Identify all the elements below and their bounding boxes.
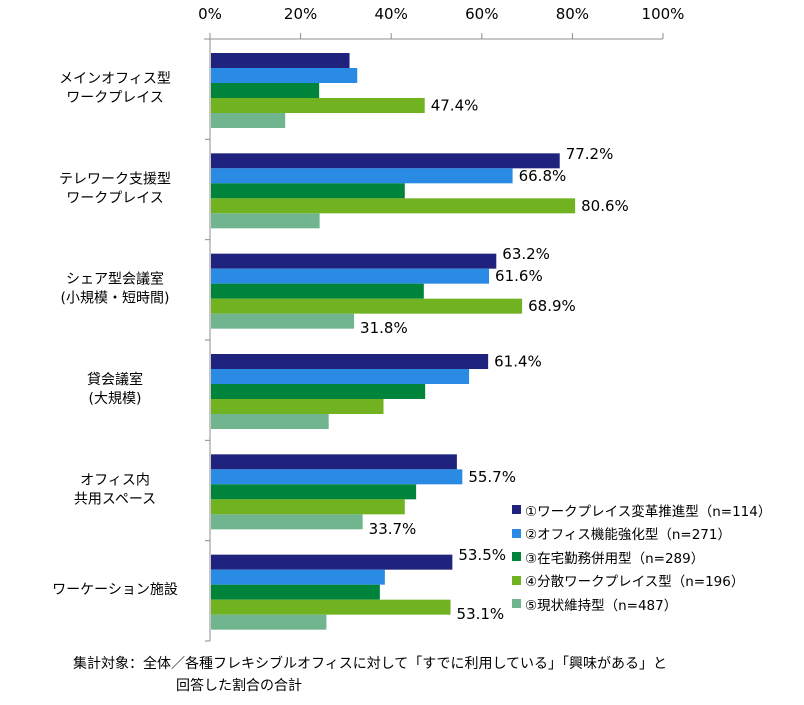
data-label: 33.7% — [369, 520, 417, 538]
category-label: シェア型会議室 (小規模・短時間) — [61, 271, 170, 307]
data-labels: 77.2% 63.2% 61.4% 53.5% 66.8% 61.6% 55.7% 47.4%… — [360, 97, 629, 624]
legend-item: ③在宅勤務併用型（n=289） — [512, 545, 771, 569]
axes: 0% 20% 40% 60% 80% 100%メインオフィス型ワークプレイステレワーク支援… — [52, 5, 685, 642]
data-label: 61.4% — [494, 353, 542, 371]
bar — [211, 584, 380, 600]
data-label: 31.8% — [360, 319, 408, 337]
legend-item: ①ワークプレイス変革推進型（n=114） — [512, 498, 771, 522]
bar — [211, 153, 560, 169]
bar — [211, 113, 286, 128]
category-label-line: ワークプレイス — [66, 90, 164, 106]
category-label: メインオフィス型ワークプレイス — [59, 71, 171, 106]
data-label: 53.1% — [457, 605, 505, 623]
footnote-line-1: 集計対象：全体／各種フレキシブルオフィスに対して「すでに利用している」「興味があ… — [73, 656, 668, 672]
data-label: 66.8% — [519, 167, 567, 185]
bar — [211, 68, 358, 83]
bar — [211, 399, 384, 414]
legend-swatch — [512, 575, 521, 585]
bar — [211, 514, 363, 530]
category-label-line: (大規模) — [89, 391, 142, 407]
category-label-line: テレワーク支援型 — [59, 171, 171, 187]
data-label: 77.2% — [566, 145, 614, 163]
category-label-line: (小規模・短時間) — [61, 291, 170, 307]
category-label-line: オフィス内 — [80, 472, 150, 488]
legend-item: ②オフィス機能強化型（n=271） — [512, 522, 771, 546]
data-label: 63.2% — [502, 245, 550, 263]
bar — [211, 253, 497, 269]
bar — [211, 53, 350, 68]
bars — [211, 53, 576, 630]
bar — [211, 183, 405, 199]
bar — [211, 354, 489, 369]
bar — [211, 484, 417, 500]
data-label: 68.9% — [528, 297, 576, 315]
legend-item: ④分散ワークプレイス型（n=196） — [512, 569, 771, 593]
legend-swatch — [512, 599, 521, 609]
legend-label: ⑤現状維持型（n=487） — [525, 597, 678, 614]
bar — [211, 454, 457, 470]
data-label: 55.7% — [468, 468, 516, 486]
legend-label: ①ワークプレイス変革推進型（n=114） — [525, 503, 772, 520]
x-tick-label: 40% — [375, 5, 408, 23]
data-label: 80.6% — [581, 197, 629, 215]
category-label: 貸会議室 (大規模) — [87, 371, 143, 407]
x-tick-label: 60% — [465, 5, 498, 23]
footnote-line-2: 回答した割合の合計 — [176, 678, 302, 694]
legend-swatch — [512, 552, 521, 562]
bar — [211, 268, 490, 284]
legend: ①ワークプレイス変革推進型（n=114） ②オフィス機能強化型（n=271） ③在宅… — [512, 498, 771, 616]
data-label: 61.6% — [495, 267, 543, 285]
bar — [211, 283, 424, 299]
bar — [211, 313, 355, 329]
category-label-line: ワーケーション施設 — [52, 582, 178, 598]
category-label: ワーケーション施設 — [52, 582, 178, 598]
bar — [211, 213, 320, 229]
data-label: 47.4% — [431, 97, 479, 115]
legend-label: ②オフィス機能強化型（n=271） — [525, 527, 731, 544]
bar — [211, 168, 513, 184]
legend-label: ③在宅勤務併用型（n=289） — [525, 550, 705, 567]
bar — [211, 298, 523, 314]
bar — [211, 83, 320, 98]
category-label-line: 共用スペース — [74, 491, 156, 507]
bar — [211, 499, 405, 515]
legend-swatch — [512, 528, 521, 538]
bar — [211, 599, 451, 615]
x-tick-label: 0% — [198, 5, 222, 23]
bar — [211, 414, 329, 429]
bar — [211, 369, 470, 384]
x-tick-label: 80% — [556, 5, 589, 23]
bar — [211, 98, 425, 113]
category-label-line: ワークプレイス — [66, 190, 164, 206]
x-tick-label: 100% — [642, 5, 685, 23]
bar — [211, 469, 463, 485]
bar — [211, 384, 426, 399]
data-label: 53.5% — [458, 546, 506, 564]
legend-swatch — [512, 505, 521, 515]
category-label-line: 貸会議室 — [87, 371, 143, 388]
bar — [211, 198, 576, 214]
legend-label: ④分散ワークプレイス型（n=196） — [525, 574, 745, 591]
bar — [211, 569, 385, 585]
category-label: テレワーク支援型ワークプレイス — [59, 171, 171, 206]
bar — [211, 554, 453, 570]
bar — [211, 614, 327, 630]
footnote: 集計対象：全体／各種フレキシブルオフィスに対して「すでに利用している」「興味があ… — [73, 653, 667, 697]
x-tick-label: 20% — [284, 5, 317, 23]
category-label-line: メインオフィス型 — [59, 71, 171, 87]
category-label: オフィス内共用スペース — [74, 472, 156, 507]
category-label-line: シェア型会議室 — [66, 271, 164, 288]
legend-item: ⑤現状維持型（n=487） — [512, 592, 771, 616]
